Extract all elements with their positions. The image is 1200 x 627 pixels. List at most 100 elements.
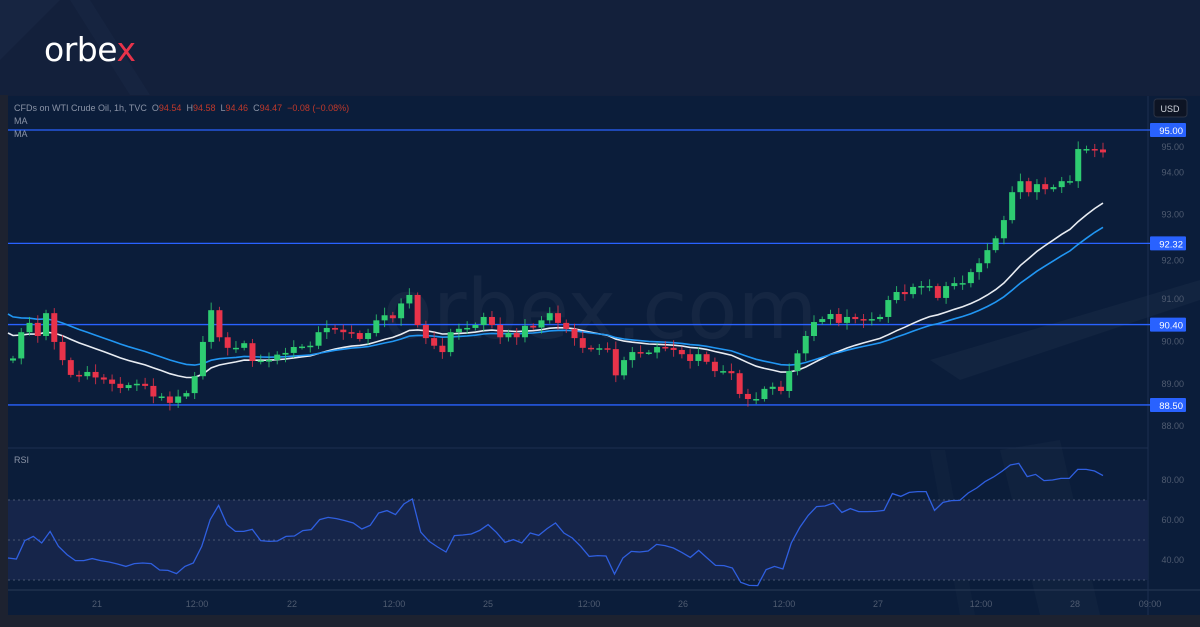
- candle: [860, 314, 867, 328]
- candle: [398, 298, 405, 326]
- time-axis[interactable]: 21 12:00 22 12:00 25 12:00 26 12:00 27 12:00 28 09:…: [92, 599, 1161, 609]
- candle-body: [794, 353, 801, 372]
- candle-body: [150, 385, 157, 397]
- candle: [1025, 177, 1032, 197]
- candle-body: [976, 263, 983, 273]
- candle-body: [191, 376, 198, 394]
- candle-body: [786, 371, 793, 391]
- candle: [84, 366, 91, 380]
- candle: [786, 363, 793, 398]
- candle: [819, 316, 826, 325]
- candle: [728, 363, 735, 380]
- candle-body: [538, 320, 545, 328]
- candle-body: [687, 354, 694, 361]
- candle-body: [934, 286, 941, 298]
- candle: [736, 369, 743, 399]
- time-tick-label: 12:00: [970, 599, 993, 609]
- orbex-logo[interactable]: orbex: [44, 30, 136, 69]
- close-value: 94.47: [259, 103, 283, 113]
- rsi-tick-label: 40.00: [1161, 555, 1184, 565]
- ma-legend-1[interactable]: MA: [14, 116, 28, 126]
- level-price-tag: [1150, 317, 1186, 332]
- candle: [563, 319, 570, 334]
- candle: [695, 347, 702, 367]
- usd-button[interactable]: USD: [1153, 98, 1188, 118]
- candle-body: [299, 346, 306, 349]
- candle: [1100, 142, 1106, 158]
- candle: [356, 330, 363, 342]
- candle-body: [629, 352, 636, 361]
- candle: [1058, 176, 1065, 194]
- candle-body: [323, 327, 330, 333]
- candle-body: [555, 313, 561, 323]
- candle: [951, 277, 958, 290]
- time-tick-label: 12:00: [186, 599, 209, 609]
- candle: [389, 311, 396, 323]
- time-tick-label: 25: [483, 599, 493, 609]
- candle: [455, 323, 462, 340]
- candle: [373, 314, 380, 337]
- candle-body: [703, 354, 710, 362]
- candle: [885, 295, 892, 323]
- candle-body: [166, 396, 173, 403]
- candle-body: [26, 322, 33, 333]
- candle-body: [777, 386, 784, 391]
- rsi-tick-label: 60.00: [1161, 515, 1184, 525]
- header-decoration: [0, 0, 150, 95]
- low-label: L: [220, 103, 226, 113]
- candle: [447, 328, 454, 357]
- candle: [323, 320, 330, 339]
- candle-body: [505, 333, 512, 338]
- time-tick-label: 12:00: [383, 599, 406, 609]
- candle: [711, 357, 718, 378]
- change-value: −0.08 (−0.08%): [287, 103, 350, 113]
- candle: [604, 342, 611, 353]
- candle-body: [133, 383, 140, 386]
- candle: [439, 338, 446, 359]
- candle-body: [488, 316, 495, 326]
- candle: [1083, 145, 1090, 154]
- candle-body: [117, 383, 124, 389]
- candle-body: [819, 319, 826, 323]
- ma-legend-2[interactable]: MA: [14, 129, 28, 139]
- candle-body: [348, 332, 355, 334]
- candle-body: [497, 325, 504, 338]
- symbol-title[interactable]: CFDs on WTI Crude Oil, 1h, TVC: [14, 103, 147, 113]
- candle-body: [827, 314, 834, 320]
- candle: [241, 340, 248, 351]
- time-tick-label: 28: [1070, 599, 1080, 609]
- candle-body: [59, 341, 66, 361]
- candle: [100, 374, 107, 384]
- candle: [893, 286, 900, 304]
- candle-body: [1075, 149, 1082, 182]
- candle: [208, 302, 215, 349]
- chart-legend: CFDs on WTI Crude Oil, 1h, TVC O94.54 H9…: [14, 103, 349, 113]
- candle-body: [877, 316, 884, 320]
- candle-body: [959, 283, 966, 285]
- candle: [984, 243, 991, 269]
- candle: [976, 258, 983, 280]
- candle: [687, 349, 694, 369]
- candle: [1091, 143, 1098, 158]
- candle: [835, 308, 842, 327]
- candle-body: [241, 343, 248, 348]
- logo-text: orbe: [44, 30, 117, 69]
- usd-button-label: USD: [1160, 104, 1180, 114]
- candle-body: [563, 322, 570, 329]
- candle: [406, 288, 413, 309]
- candle-body: [513, 333, 520, 338]
- candle: [720, 365, 727, 375]
- candle-body: [844, 316, 851, 323]
- candle-body: [579, 338, 586, 348]
- candle: [877, 314, 884, 322]
- candle: [1009, 186, 1016, 224]
- candle-body: [1017, 181, 1024, 193]
- high-label: H: [186, 103, 193, 113]
- candle: [224, 332, 231, 356]
- rsi-legend[interactable]: RSI: [14, 455, 30, 465]
- price-axis[interactable]: 95.00 94.00 93.00 92.00 91.00 90.00 89.00 88.00: [1161, 142, 1184, 431]
- high-value: 94.58: [192, 103, 216, 113]
- bottom-strip: [0, 615, 1200, 627]
- candle-body: [447, 332, 454, 353]
